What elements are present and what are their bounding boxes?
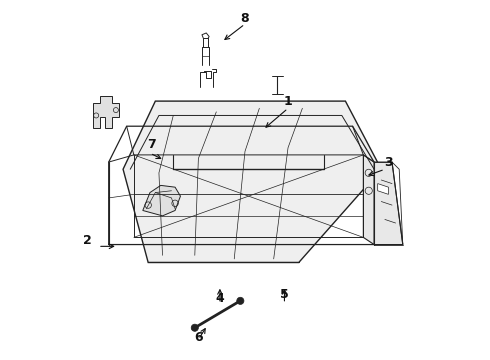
Text: 7: 7 [147,138,156,150]
Polygon shape [93,96,120,128]
Polygon shape [123,101,381,262]
Text: 8: 8 [241,12,249,25]
Text: 2: 2 [83,234,92,247]
Polygon shape [364,155,403,244]
Circle shape [191,324,198,331]
Text: 4: 4 [216,292,224,305]
Circle shape [237,297,244,305]
Polygon shape [378,184,389,194]
Polygon shape [143,185,180,216]
Text: 5: 5 [280,288,289,301]
Text: 3: 3 [384,156,393,168]
Text: 1: 1 [284,95,293,108]
Text: 6: 6 [194,331,203,344]
